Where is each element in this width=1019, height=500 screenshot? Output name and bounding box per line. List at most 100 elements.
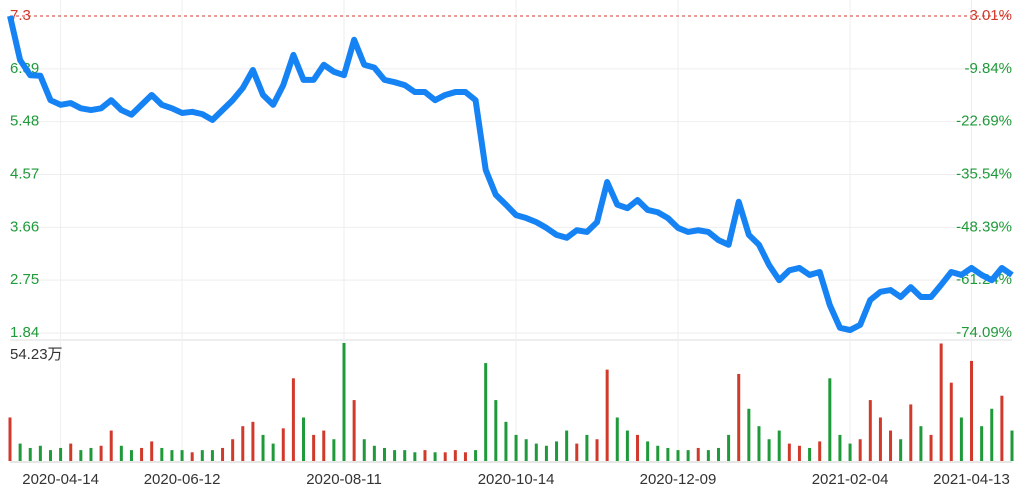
volume-bar [828,378,832,461]
y2-tick-label: 3.01% [969,7,1012,24]
volume-bar [210,450,214,461]
y2-tick-label: -48.39% [956,218,1012,235]
volume-bar [625,430,629,461]
volume-bar [251,421,255,461]
volume-bar [48,450,52,461]
y2-tick-label: -9.84% [964,60,1012,77]
volume-bar [463,452,467,461]
volume-bar [281,428,285,461]
volume-bar [605,369,609,461]
volume-bar [919,426,923,461]
volume-bar [302,417,306,461]
volume-bar [797,445,801,461]
volume-bar [889,430,893,461]
volume-bar [261,434,265,461]
volume-bar [555,441,559,461]
volume-bar [200,450,204,461]
volume-bar [980,426,984,461]
volume-bar [180,450,184,461]
volume-bar [322,430,326,461]
volume-bar [474,450,478,461]
volume-bar [342,343,346,461]
volume-bar [160,447,164,461]
x-tick-label: 2021-02-04 [812,471,889,488]
x-tick-label: 2020-08-11 [306,471,382,488]
y2-tick-label: -22.69% [956,113,1012,130]
volume-bar [8,417,12,461]
volume-bar [403,450,407,461]
volume-bar [393,450,397,461]
volume-bar [119,445,123,461]
x-tick-label: 2020-12-09 [640,471,717,488]
volume-bar [838,434,842,461]
volume-bar [818,441,822,461]
volume-bar [595,439,599,461]
volume-bar [1010,430,1014,461]
volume-bar [89,447,93,461]
volume-bar [190,452,194,461]
volume-bar [575,443,579,461]
volume-bar [524,439,528,461]
volume-bar [514,434,518,461]
volume-bar [453,450,457,461]
volume-bar [433,452,437,461]
volume-bar [544,445,548,461]
volume-tick-label: 54.23万 [10,346,63,363]
volume-bar [757,426,761,461]
volume-bar [241,426,245,461]
volume-bar [38,445,42,461]
volume-bar [939,343,943,461]
volume-bar [1000,395,1004,461]
volume-bar [959,417,963,461]
volume-bar [727,434,731,461]
volume-bar [79,450,83,461]
volume-bar [231,439,235,461]
volume-bar [899,439,903,461]
x-tick-label: 2020-06-12 [144,471,221,488]
price-line [7,15,1014,334]
volume-bar [656,445,660,461]
volume-bar [59,447,63,461]
x-tick-label: 2021-04-13 [933,471,1010,488]
volume-bar [808,447,812,461]
volume-bar [666,447,670,461]
volume-bar [443,452,447,461]
volume-bar [848,443,852,461]
volume-bar [129,450,133,461]
volume-bar [949,382,953,461]
volume-bar [970,360,974,461]
volume-bar [565,430,569,461]
volume-bar [362,439,366,461]
volume-bar [28,447,32,461]
volume-bar [878,417,882,461]
volume-bar [909,404,913,461]
volume-bar [291,378,295,461]
volume-bar [636,434,640,461]
volume-bar [109,430,113,461]
volume-bar [150,441,154,461]
volume-bar [615,417,619,461]
y-tick-label: 4.57 [10,165,39,182]
volume-bar [686,450,690,461]
volume-bar [352,400,356,461]
volume-bar [423,450,427,461]
volume-bar [696,447,700,461]
x-tick-label: 2020-10-14 [478,471,555,488]
volume-bar [18,443,22,461]
volume-bar [747,408,751,461]
volume-bar [332,439,336,461]
volume-bar [140,447,144,461]
volume-bar [737,373,741,461]
volume-bar [170,450,174,461]
volume-bar [676,450,680,461]
volume-bar [706,450,710,461]
volume-bar [504,421,508,461]
volume-bar [69,443,73,461]
y2-tick-label: -35.54% [956,165,1012,182]
volume-bar [382,447,386,461]
volume-bar [858,439,862,461]
volume-bar [990,408,994,461]
volume-bar [868,400,872,461]
